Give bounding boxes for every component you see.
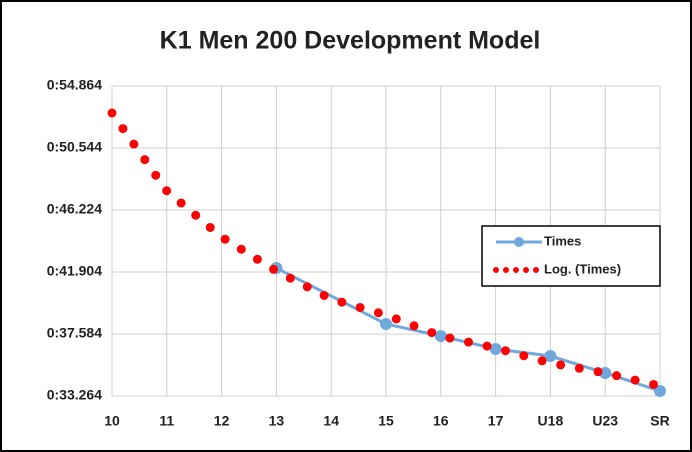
x-tick-label: 13: [269, 413, 285, 429]
chart-title: K1 Men 200 Development Model: [160, 27, 541, 55]
y-tick-label: 0:50.544: [47, 139, 102, 155]
legend-label: Times: [544, 233, 581, 248]
x-tick-label: 11: [159, 413, 174, 429]
x-tick-label: 15: [378, 413, 394, 429]
y-tick-label: 0:33.264: [47, 387, 102, 403]
x-tick-label: 17: [488, 413, 504, 429]
legend-label: Log. (Times): [544, 261, 621, 276]
x-tick-label: U23: [592, 413, 618, 429]
y-tick-label: 0:37.584: [47, 325, 102, 341]
y-tick-label: 0:46.224: [47, 201, 102, 217]
marker: [654, 385, 666, 398]
x-tick-label: 10: [104, 413, 120, 429]
y-tick-label: 0:41.904: [47, 263, 102, 279]
marker: [434, 330, 447, 343]
marker: [380, 318, 392, 331]
x-tick-label: 14: [323, 413, 339, 429]
x-tick-label: SR: [650, 413, 669, 429]
x-tick-label: 12: [214, 413, 230, 429]
marker: [599, 366, 612, 379]
marker: [544, 350, 557, 363]
y-tick-label: 0:54.864: [47, 77, 102, 93]
legend-box: [481, 225, 661, 287]
legend-swatch: [514, 237, 524, 247]
x-tick-label: U18: [538, 413, 564, 429]
marker: [489, 342, 502, 355]
x-tick-label: 16: [433, 413, 449, 429]
